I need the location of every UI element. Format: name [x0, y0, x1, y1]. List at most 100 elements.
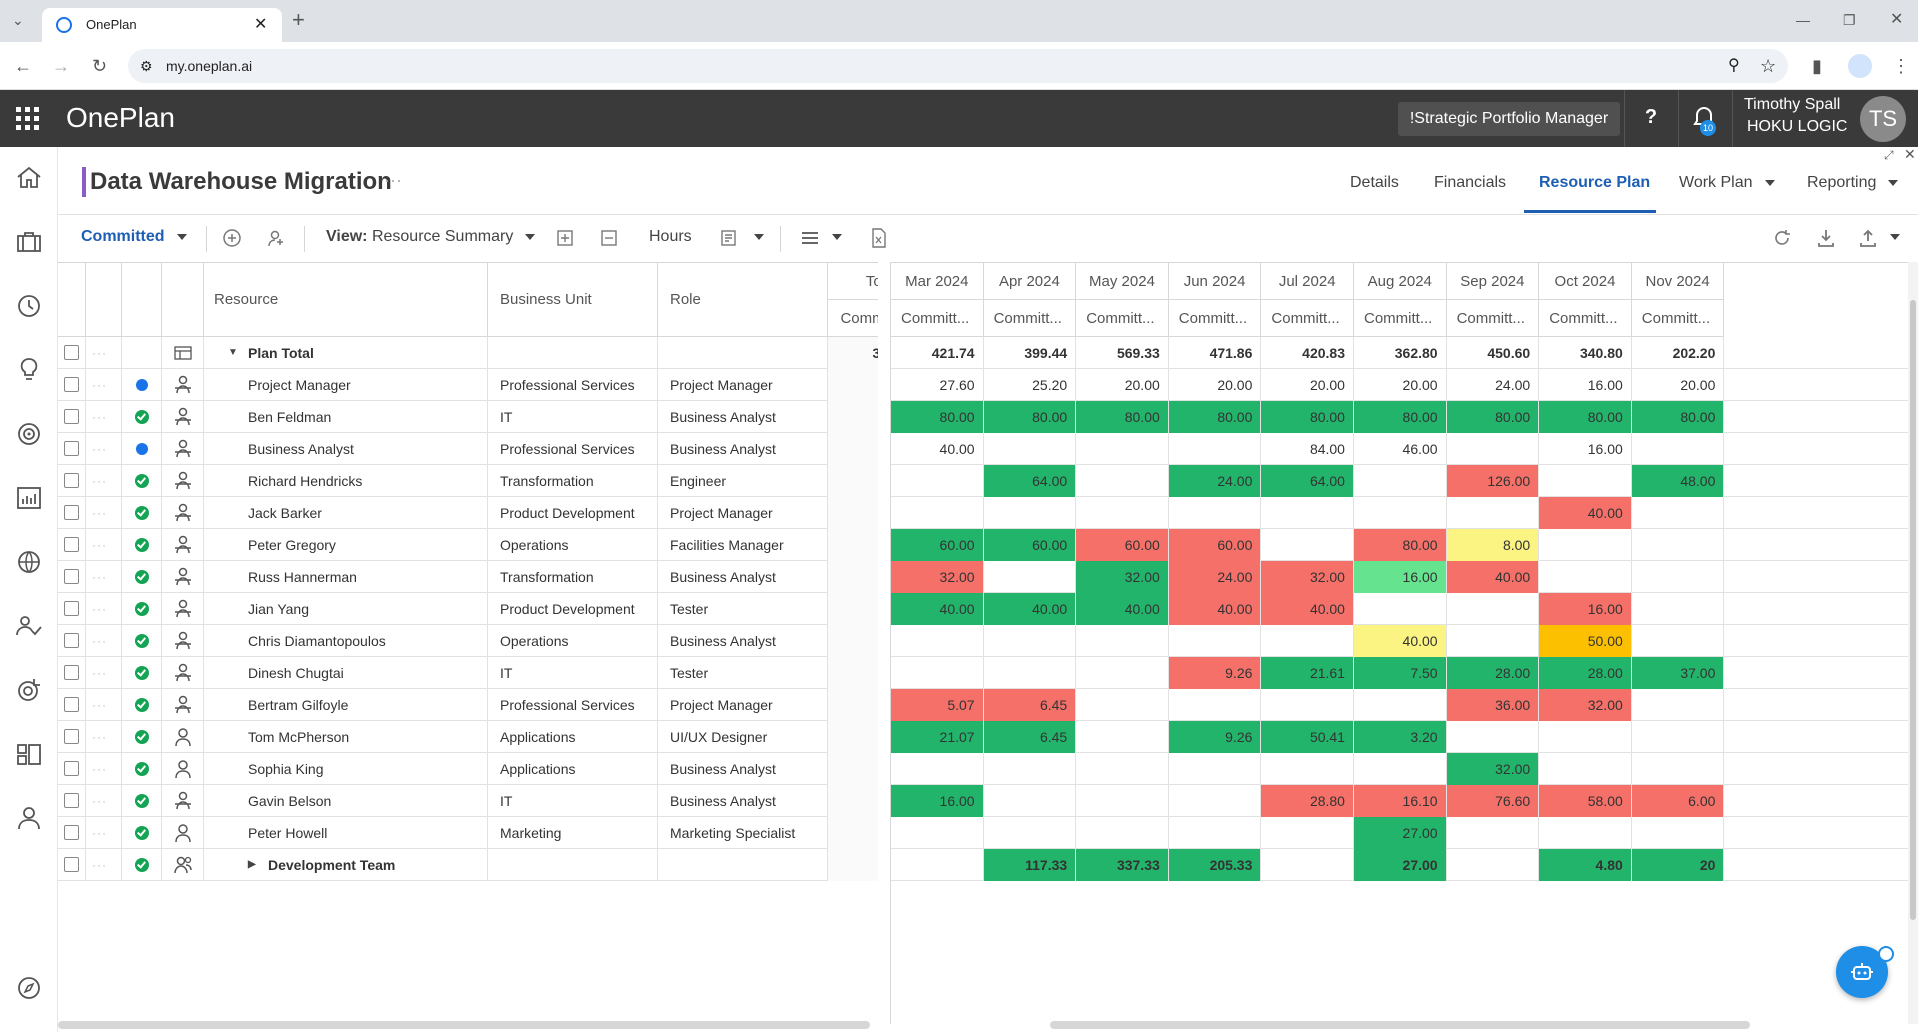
month-cell[interactable]: 16.00: [1539, 433, 1632, 465]
mode-dropdown[interactable]: Committed: [81, 228, 187, 246]
analytics-icon[interactable]: [14, 675, 44, 705]
month-cell[interactable]: [1169, 433, 1262, 465]
month-cell[interactable]: 9.26: [1168, 657, 1262, 689]
month-cell[interactable]: [984, 753, 1077, 785]
tab-financials[interactable]: Financials: [1434, 174, 1507, 191]
month-cell[interactable]: 6.00: [1631, 785, 1725, 817]
compass-icon[interactable]: [14, 973, 44, 1003]
resource-row[interactable]: ··· Richard Hendricks Transformation Engine…: [58, 465, 878, 497]
resource-name[interactable]: Bertram Gilfoyle: [204, 689, 488, 721]
month-cell[interactable]: 20.00: [1261, 369, 1354, 401]
row-more-icon[interactable]: ···: [92, 826, 107, 840]
row-more-icon[interactable]: ···: [92, 602, 107, 616]
resource-row[interactable]: ··· Peter Howell Marketing Marketing Specia…: [58, 817, 878, 849]
month-cell[interactable]: 40.00: [983, 593, 1077, 625]
month-cell[interactable]: 21.61: [1261, 657, 1354, 689]
month-cell[interactable]: 48.00: [1631, 465, 1725, 497]
month-cell[interactable]: 80.00: [891, 401, 984, 433]
month-cell[interactable]: [1354, 753, 1447, 785]
month-cell[interactable]: 80.00: [1446, 401, 1540, 433]
units-toggle[interactable]: Hours: [649, 228, 692, 245]
month-cell[interactable]: 205.33: [1168, 849, 1262, 881]
month-cell[interactable]: 36.00: [1446, 689, 1540, 721]
zoom-icon[interactable]: ⚲: [1728, 57, 1740, 74]
month-cell[interactable]: 40.00: [1539, 497, 1632, 529]
row-checkbox[interactable]: [64, 697, 79, 712]
boards-icon[interactable]: [14, 739, 44, 769]
month-cell[interactable]: 28.00: [1539, 657, 1632, 689]
horizontal-scrollbar-right[interactable]: [1050, 1021, 1750, 1029]
month-cell[interactable]: 40.00: [891, 593, 984, 625]
month-cell[interactable]: 28.00: [1446, 657, 1540, 689]
month-cell[interactable]: 80.00: [1631, 401, 1725, 433]
month-cell[interactable]: [1632, 529, 1725, 561]
month-cell[interactable]: 40.00: [1446, 561, 1540, 593]
month-cell[interactable]: [1169, 689, 1262, 721]
month-cell[interactable]: 6.45: [983, 689, 1077, 721]
tab-work-plan[interactable]: Work Plan: [1679, 174, 1775, 192]
month-cell[interactable]: 16.10: [1354, 785, 1447, 817]
close-panel-icon[interactable]: ✕: [1904, 146, 1916, 162]
row-checkbox[interactable]: [64, 601, 79, 616]
layout-menu-dropdown[interactable]: [800, 228, 842, 253]
profile-person-icon[interactable]: [14, 803, 44, 833]
month-cell[interactable]: [1169, 497, 1262, 529]
row-checkbox[interactable]: [64, 633, 79, 648]
month-cell[interactable]: [891, 657, 984, 689]
restore-icon[interactable]: ❐: [1843, 12, 1856, 28]
row-checkbox[interactable]: [64, 793, 79, 808]
month-cell[interactable]: 20.00: [1076, 369, 1169, 401]
row-more-icon[interactable]: ···: [92, 634, 107, 648]
month-cell[interactable]: 80.00: [1261, 401, 1354, 433]
month-cell[interactable]: [984, 657, 1077, 689]
month-cell[interactable]: [1539, 465, 1632, 497]
month-cell[interactable]: 16.00: [891, 785, 984, 817]
month-cell[interactable]: [1447, 497, 1540, 529]
plan-total-row[interactable]: ··· Plan Total▼ 3,834.79: [58, 337, 878, 369]
expand-caret-icon[interactable]: ▶: [248, 859, 256, 870]
url-field[interactable]: ⚙ my.oneplan.ai ⚲ ☆: [128, 49, 1788, 83]
resource-name[interactable]: Sophia King: [204, 753, 488, 785]
tab-details[interactable]: Details: [1350, 174, 1399, 191]
month-cell[interactable]: 37.00: [1631, 657, 1725, 689]
collapse-all-icon[interactable]: [600, 229, 618, 247]
assign-person-icon[interactable]: [266, 228, 286, 248]
resources-people-icon[interactable]: [14, 611, 44, 641]
expand-icon[interactable]: ⤢: [1884, 148, 1894, 162]
resource-name[interactable]: Ben Feldman: [204, 401, 488, 433]
month-cell[interactable]: 84.00: [1261, 433, 1354, 465]
resource-row[interactable]: ··· Jack Barker Product Development Project…: [58, 497, 878, 529]
month-cell[interactable]: 24.00: [1168, 561, 1262, 593]
add-resource-icon[interactable]: [222, 228, 242, 248]
month-cell[interactable]: [1261, 817, 1354, 849]
month-cell[interactable]: [1076, 785, 1169, 817]
row-more-icon[interactable]: ···: [92, 474, 107, 488]
month-cell[interactable]: [1076, 465, 1169, 497]
row-checkbox[interactable]: [64, 345, 79, 360]
month-cell[interactable]: 40.00: [1076, 593, 1169, 625]
role-selector[interactable]: !Strategic Portfolio Manager: [1398, 102, 1620, 136]
month-cell[interactable]: 50.00: [1539, 625, 1632, 657]
month-cell[interactable]: 50.41: [1261, 721, 1354, 753]
month-cell[interactable]: 64.00: [1261, 465, 1354, 497]
month-cell[interactable]: 40.00: [1261, 593, 1354, 625]
month-cell[interactable]: 126.00: [1446, 465, 1540, 497]
row-checkbox[interactable]: [64, 441, 79, 456]
resource-name[interactable]: Dinesh Chugtai: [204, 657, 488, 689]
tab-reporting[interactable]: Reporting: [1807, 174, 1899, 192]
month-cell[interactable]: [1169, 625, 1262, 657]
resource-name[interactable]: Gavin Belson: [204, 785, 488, 817]
month-cell[interactable]: [1169, 817, 1262, 849]
month-cell[interactable]: [1076, 657, 1169, 689]
month-cell[interactable]: [1076, 721, 1169, 753]
resource-name[interactable]: Richard Hendricks: [204, 465, 488, 497]
vertical-scrollbar-thumb[interactable]: [1910, 300, 1916, 920]
month-cell[interactable]: [891, 625, 984, 657]
resource-row[interactable]: ··· Peter Gregory Operations Facilities Man…: [58, 529, 878, 561]
month-cell[interactable]: [1076, 817, 1169, 849]
month-cell[interactable]: 32.00: [1076, 561, 1169, 593]
month-cell[interactable]: [1076, 497, 1169, 529]
month-cell[interactable]: [1447, 593, 1540, 625]
row-checkbox[interactable]: [64, 569, 79, 584]
